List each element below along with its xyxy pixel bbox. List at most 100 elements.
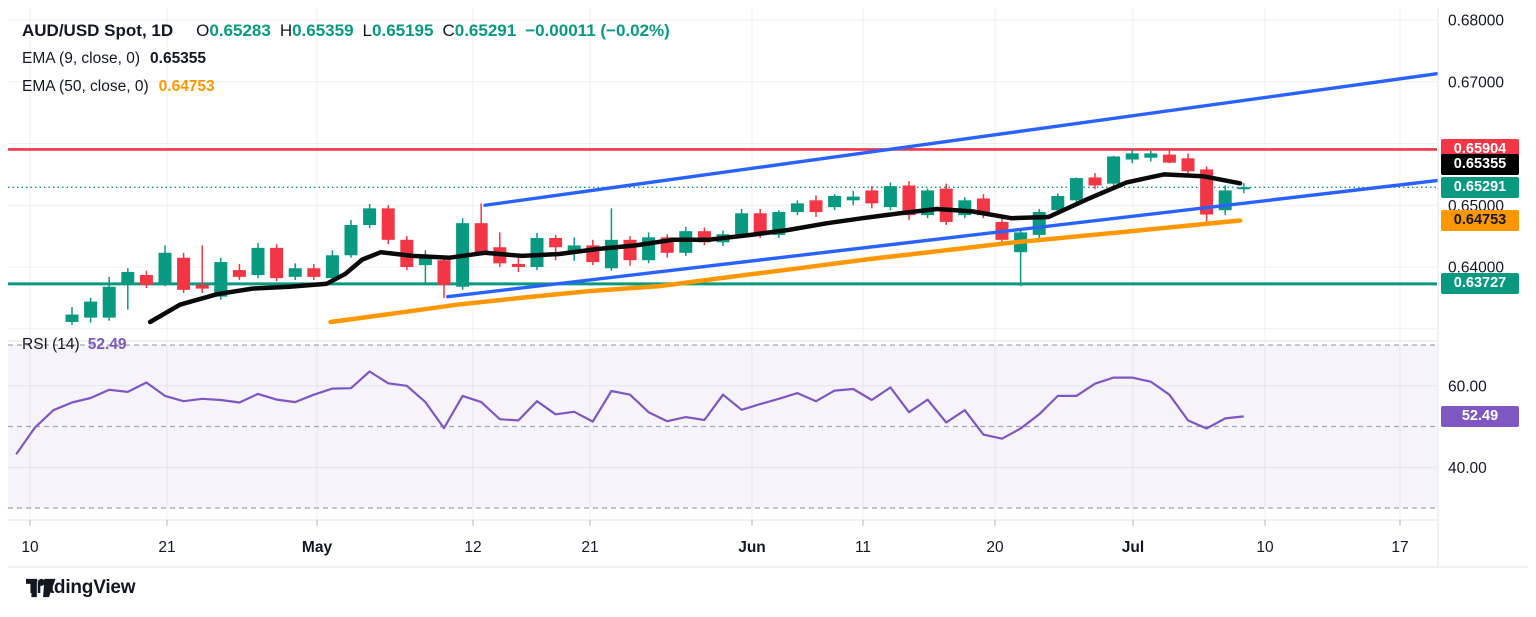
price-badge-0.63727: 0.63727 xyxy=(1441,273,1519,295)
close-label: C xyxy=(442,21,455,40)
ema9-line[interactable] xyxy=(147,172,1243,325)
candle-body xyxy=(121,271,135,285)
candle-body xyxy=(363,208,377,226)
time-axis-label[interactable]: 21 xyxy=(581,539,598,556)
candle xyxy=(493,232,507,267)
candle xyxy=(1237,183,1251,194)
candle xyxy=(121,268,135,310)
candle-body xyxy=(828,195,842,208)
ema50-label[interactable]: EMA (50, close, 0) xyxy=(22,78,149,95)
ema9-label[interactable]: EMA (9, close, 0) xyxy=(22,50,141,67)
candle-body xyxy=(102,286,116,318)
candle xyxy=(567,237,581,261)
tradingview-logo[interactable]: TradingView xyxy=(26,577,136,599)
candle-body xyxy=(939,188,953,222)
candle xyxy=(865,186,879,209)
candle xyxy=(139,270,153,288)
candle-body xyxy=(567,245,581,253)
candle xyxy=(939,183,953,226)
candle xyxy=(828,194,842,211)
candle-body xyxy=(549,237,563,248)
symbol-row: AUD/USD Spot, 1D O0.65283 H0.65359 L0.65195… xyxy=(22,16,670,45)
candle xyxy=(177,252,191,293)
rsi-label[interactable]: RSI (14) xyxy=(22,336,80,353)
candle xyxy=(511,255,525,272)
price-badge-0.65355: 0.65355 xyxy=(1441,153,1519,175)
candle-body xyxy=(1051,195,1065,211)
time-axis-label[interactable]: 10 xyxy=(1256,539,1274,556)
symbol-title[interactable]: AUD/USD Spot, 1D xyxy=(22,21,174,40)
candle-body xyxy=(1107,156,1121,184)
candle xyxy=(84,297,98,323)
candle-body xyxy=(790,203,804,213)
price-axis-label[interactable]: 0.64000 xyxy=(1448,260,1504,277)
candle xyxy=(474,203,488,256)
rsi-line[interactable] xyxy=(15,370,1244,455)
rsi-axis-label[interactable]: 40.00 xyxy=(1448,460,1487,477)
candle xyxy=(921,188,935,219)
candle xyxy=(735,208,749,238)
price-axis-label[interactable]: 0.68000 xyxy=(1448,13,1504,30)
candle-body xyxy=(232,270,246,277)
time-axis-label[interactable]: 10 xyxy=(21,539,39,556)
candle-body xyxy=(195,284,209,289)
candle-body xyxy=(753,213,767,235)
rsi-badge: 52.49 xyxy=(1441,405,1519,427)
candle xyxy=(1032,208,1046,238)
ema50-line[interactable] xyxy=(328,218,1243,325)
candle xyxy=(604,208,618,271)
candle-body xyxy=(344,225,358,256)
candle-body xyxy=(846,196,860,201)
time-axis-label[interactable]: May xyxy=(302,539,333,556)
time-axis-label[interactable]: Jul xyxy=(1122,539,1144,556)
candle xyxy=(270,244,284,282)
price-badge-0.64753: 0.64753 xyxy=(1441,210,1519,231)
candle xyxy=(1181,153,1195,175)
candle-body xyxy=(735,213,749,235)
price-badge-0.65291: 0.65291 xyxy=(1441,176,1519,198)
time-axis-label[interactable]: 20 xyxy=(986,539,1004,556)
candle-body xyxy=(1162,154,1176,163)
candle xyxy=(1162,150,1176,164)
rsi-legend: RSI (14) 52.49 xyxy=(22,336,127,354)
candle-body xyxy=(437,260,451,285)
candle-body xyxy=(65,314,79,322)
time-axis-label[interactable]: 12 xyxy=(464,539,481,556)
candle-body xyxy=(1237,187,1251,190)
candle xyxy=(1144,150,1158,162)
candle xyxy=(883,182,897,211)
candle-body xyxy=(474,223,488,253)
candle-body xyxy=(1125,153,1139,160)
candle xyxy=(790,200,804,216)
close-value: 0.65291 xyxy=(454,21,517,40)
ema50-value: 0.64753 xyxy=(158,78,215,95)
price-axis-label[interactable]: 0.67000 xyxy=(1448,74,1504,91)
time-axis-label[interactable]: 17 xyxy=(1391,539,1408,556)
chart-legend: AUD/USD Spot, 1D O0.65283 H0.65359 L0.65195… xyxy=(22,16,670,101)
time-axis-label[interactable]: 11 xyxy=(855,539,871,556)
time-axis-label[interactable]: 21 xyxy=(158,539,175,556)
candle-body xyxy=(418,255,432,266)
candle xyxy=(1088,173,1102,190)
candle-body xyxy=(530,237,544,267)
low-value: 0.65195 xyxy=(372,21,434,40)
candle xyxy=(307,263,321,280)
candle xyxy=(623,236,637,266)
candle-body xyxy=(139,275,153,285)
change-value: −0.00011 (−0.02%) xyxy=(525,21,670,40)
candle xyxy=(1218,185,1232,216)
candle xyxy=(195,245,209,293)
candle xyxy=(288,263,302,280)
candle xyxy=(809,195,823,217)
time-axis-label[interactable]: Jun xyxy=(738,539,766,556)
trendline-lower[interactable] xyxy=(446,178,1439,299)
candle-body xyxy=(809,200,823,213)
candle-body xyxy=(270,247,284,279)
open-value: 0.65283 xyxy=(209,21,271,40)
rsi-axis-label[interactable]: 60.00 xyxy=(1448,378,1487,395)
ema9-row: EMA (9, close, 0) 0.65355 xyxy=(22,45,670,73)
candle-body xyxy=(214,262,228,297)
trendline-upper[interactable] xyxy=(483,72,1439,207)
candle xyxy=(846,191,860,206)
